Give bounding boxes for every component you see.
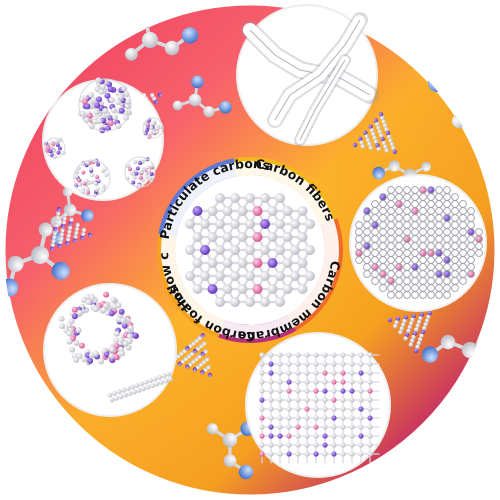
- hollow-sphere-icon: [58, 291, 173, 403]
- graphene-sheet-icon: [355, 186, 483, 299]
- center-ring: [157, 157, 343, 344]
- carbon-lattice-cube-icon: [259, 352, 380, 464]
- panel-carbon-fibers: [236, 4, 379, 146]
- nanotube-bundle-icon: [241, 12, 379, 146]
- panel-carbon-foams: [245, 332, 391, 478]
- graphene-lattice-icon: [185, 193, 315, 307]
- panel-particulate-carbons: [42, 77, 164, 201]
- panel-hollow-carbons: [43, 283, 177, 417]
- panel-carbon-membrane: [349, 174, 487, 312]
- fullerene-cluster-icon: [44, 77, 164, 198]
